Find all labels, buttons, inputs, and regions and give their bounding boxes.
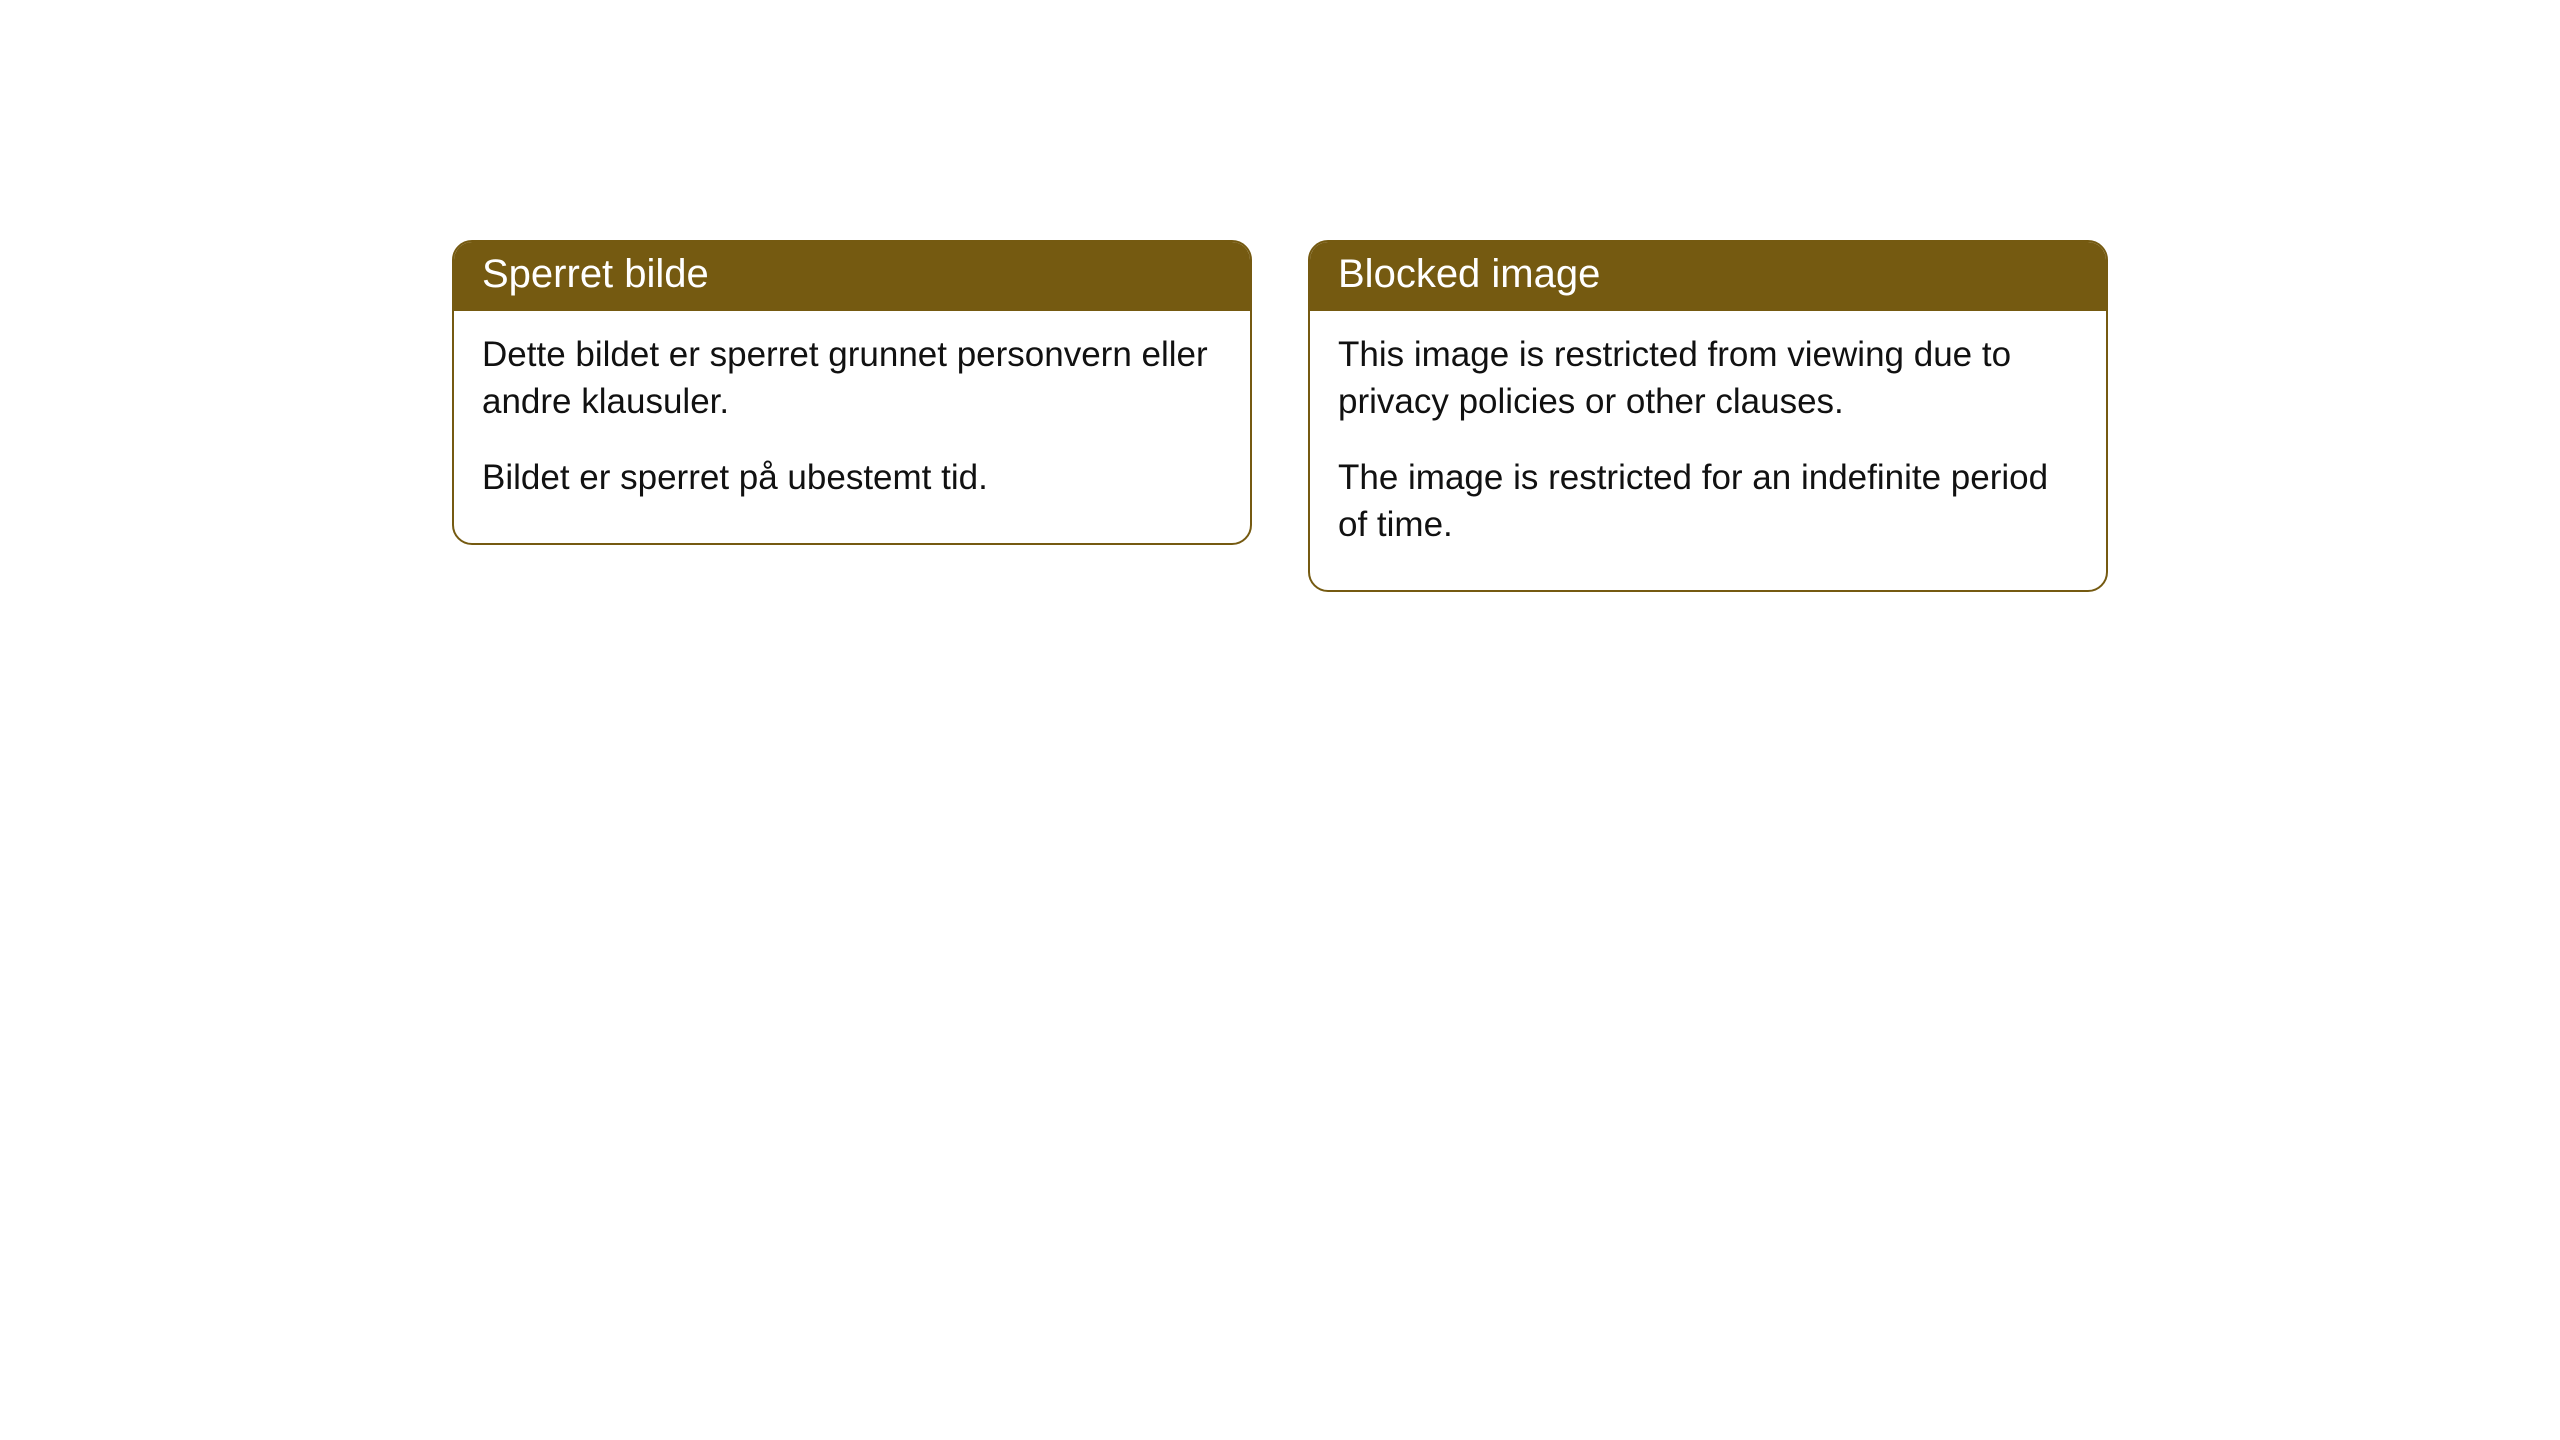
card-paragraph-2: Bildet er sperret på ubestemt tid. — [482, 454, 1222, 501]
card-paragraph-2: The image is restricted for an indefinit… — [1338, 454, 2078, 549]
blocked-image-card-norwegian: Sperret bilde Dette bildet er sperret gr… — [452, 240, 1252, 545]
card-paragraph-1: Dette bildet er sperret grunnet personve… — [482, 331, 1222, 426]
card-header-english: Blocked image — [1310, 242, 2106, 311]
card-header-norwegian: Sperret bilde — [454, 242, 1250, 311]
card-title: Sperret bilde — [482, 252, 709, 296]
blocked-image-card-english: Blocked image This image is restricted f… — [1308, 240, 2108, 592]
card-body-english: This image is restricted from viewing du… — [1310, 311, 2106, 590]
card-paragraph-1: This image is restricted from viewing du… — [1338, 331, 2078, 426]
card-body-norwegian: Dette bildet er sperret grunnet personve… — [454, 311, 1250, 543]
card-title: Blocked image — [1338, 252, 1600, 296]
